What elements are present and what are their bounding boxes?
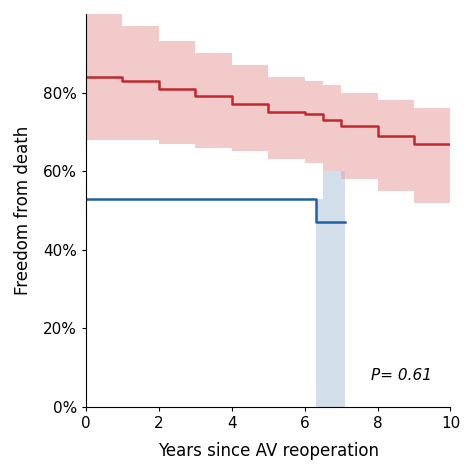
X-axis label: Years since AV reoperation: Years since AV reoperation [158, 442, 379, 460]
Y-axis label: Freedom from death: Freedom from death [14, 126, 32, 295]
Text: P= 0.61: P= 0.61 [371, 368, 432, 383]
